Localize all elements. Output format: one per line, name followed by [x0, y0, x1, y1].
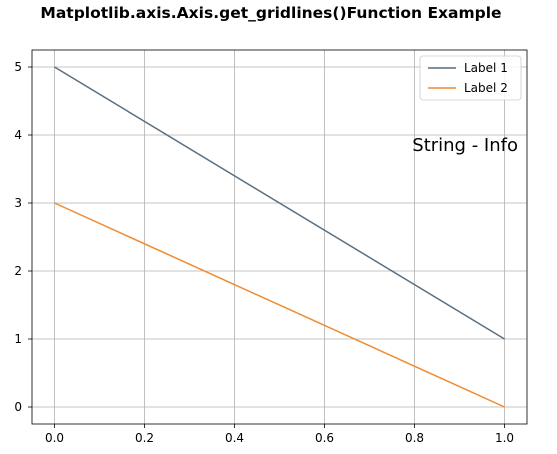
- legend-box: [419, 55, 522, 101]
- y-tick-label: 3: [14, 196, 22, 210]
- legend-label-1: Label 1: [464, 61, 508, 75]
- x-tick-label: 0.0: [45, 431, 64, 445]
- x-tick-label: 0.8: [405, 431, 424, 445]
- x-tick-label: 0.2: [135, 431, 154, 445]
- series-line-2: [54, 202, 505, 408]
- y-tick-label: 5: [14, 60, 22, 74]
- legend-label-2: Label 2: [464, 81, 508, 95]
- x-tick-label: 1.0: [495, 431, 514, 445]
- x-tick-label: 0.6: [315, 431, 334, 445]
- axes-frame: [31, 49, 528, 425]
- chart-title: Matplotlib.axis.Axis.get_gridlines()Func…: [40, 4, 501, 22]
- y-tick-label: 4: [14, 128, 22, 142]
- y-tick-label: 2: [14, 264, 22, 278]
- annotation-text: String - Info: [412, 135, 518, 156]
- x-tick-label: 0.4: [225, 431, 244, 445]
- series-line-1: [54, 66, 505, 340]
- y-tick-label: 1: [14, 332, 22, 346]
- y-tick-label: 0: [14, 400, 22, 414]
- plot-area: 0.0 0.2 0.4 0.6 0.8 1.0 0 1 2 3 4 5 Label 1 Label 2 St…: [14, 49, 528, 445]
